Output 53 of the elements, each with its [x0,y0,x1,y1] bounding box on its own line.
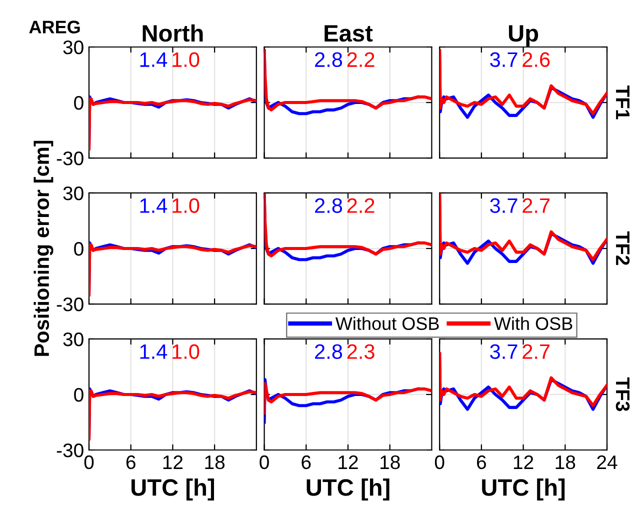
y-tick-label: -30 [56,151,84,166]
chart-title: Up [508,25,538,46]
y-tick-label: -30 [56,297,84,312]
x-axis-title: UTC [h] [482,478,565,501]
x-tick-label: 18 [205,455,225,470]
x-tick-label: 18 [380,455,400,470]
x-tick-label: 0 [434,455,444,470]
annotation: 2.2 [347,52,374,67]
x-axis-title: UTC [h] [132,478,214,501]
text: TF1 [616,85,630,120]
x-tick-label: 0 [84,455,94,470]
x-tick-label: 18 [556,455,576,470]
chart-title: North [142,24,203,42]
annotation: 3.7 [490,52,518,68]
y-axis-title: Positioning error [cm] [34,140,54,356]
x-tick-label: 6 [126,455,136,470]
y-tick-label: 30 [63,332,84,346]
legend-label: With OSB [494,316,572,330]
y-tick-label: 0 [74,96,84,110]
y-tick-label: -30 [56,443,84,458]
x-tick-label: 12 [338,455,358,469]
chart-title: East [324,25,373,42]
annotation: 1.4 [140,198,168,213]
text: AREG [29,20,80,34]
x-tick-label: 6 [302,455,311,470]
x-tick-label: 0 [260,455,269,470]
annotation: 1.0 [172,344,200,360]
annotation: 1.0 [172,198,200,214]
x-tick-label: 6 [477,455,486,470]
text: TF2 [616,231,630,266]
annotation: 2.8 [315,198,342,214]
y-tick-label: 30 [63,40,84,54]
y-tick-label: 0 [74,388,84,402]
x-axis-title: UTC [h] [306,478,390,501]
text: TF3 [616,377,630,412]
annotation: 3.7 [490,198,518,214]
legend-label: Without OSB [335,316,439,330]
annotation: 2.7 [522,344,550,359]
annotation: 2.8 [315,344,342,360]
annotation: 2.3 [347,344,374,360]
annotation: 1.0 [172,52,200,68]
y-tick-label: 30 [63,186,84,200]
annotation: 3.7 [490,344,518,360]
x-tick-label: 12 [514,455,534,469]
x-tick-label: 12 [163,455,183,469]
annotation: 1.4 [140,52,168,67]
annotation: 2.2 [347,198,374,213]
annotation: 2.6 [522,52,550,68]
x-tick-label: 24 [597,455,618,469]
y-tick-label: 0 [74,242,84,256]
annotation: 2.8 [315,52,342,68]
annotation: 1.4 [140,344,168,359]
annotation: 2.7 [522,198,550,213]
